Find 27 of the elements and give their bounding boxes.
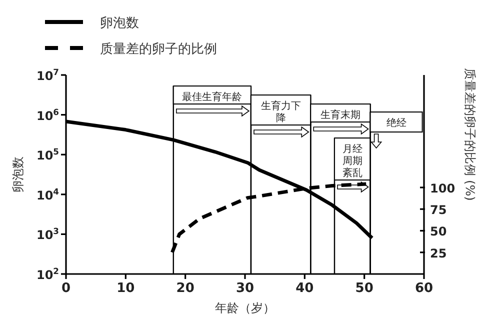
legend-label: 卵泡数 bbox=[100, 16, 139, 31]
x-tick-label: 20 bbox=[176, 281, 194, 296]
y-axis-title: 卵泡数 bbox=[11, 156, 25, 192]
band-label: 最佳生育年龄 bbox=[182, 91, 242, 103]
y-tick-label: 10$^{2}$ bbox=[36, 266, 60, 282]
y2-tick-label: 75 bbox=[430, 203, 447, 218]
x-tick-label: 0 bbox=[61, 281, 71, 296]
ref-line-label: 绝经 bbox=[386, 117, 406, 129]
band-label: 生育末期 bbox=[320, 109, 360, 121]
x-tick-label: 10 bbox=[116, 281, 135, 296]
x-tick-label: 50 bbox=[355, 281, 374, 296]
band-label: 月经周期紊乱 bbox=[342, 143, 362, 179]
y-tick-label: 10$^{6}$ bbox=[36, 106, 60, 123]
x-tick-label: 60 bbox=[414, 281, 434, 296]
y2-tick-label: 50 bbox=[430, 224, 447, 239]
band-label: 生育力下降 bbox=[260, 100, 301, 124]
y-tick-label: 10$^{5}$ bbox=[36, 146, 60, 163]
x-tick-label: 40 bbox=[296, 281, 314, 296]
y2-tick-label: 100 bbox=[430, 181, 456, 196]
y-tick-label: 10$^{3}$ bbox=[36, 226, 60, 242]
y-tick-label: 10$^{4}$ bbox=[36, 186, 60, 202]
x-axis-title: 年龄（岁） bbox=[215, 301, 275, 315]
y-tick-label: 10$^{7}$ bbox=[36, 67, 60, 83]
y2-axis-title: 质量差的卵子的比例 (%) bbox=[463, 68, 477, 201]
y2-tick-label: 25 bbox=[430, 246, 447, 260]
legend-label: 质量差的卵子的比例 bbox=[100, 42, 217, 57]
x-tick-label: 30 bbox=[236, 281, 254, 296]
